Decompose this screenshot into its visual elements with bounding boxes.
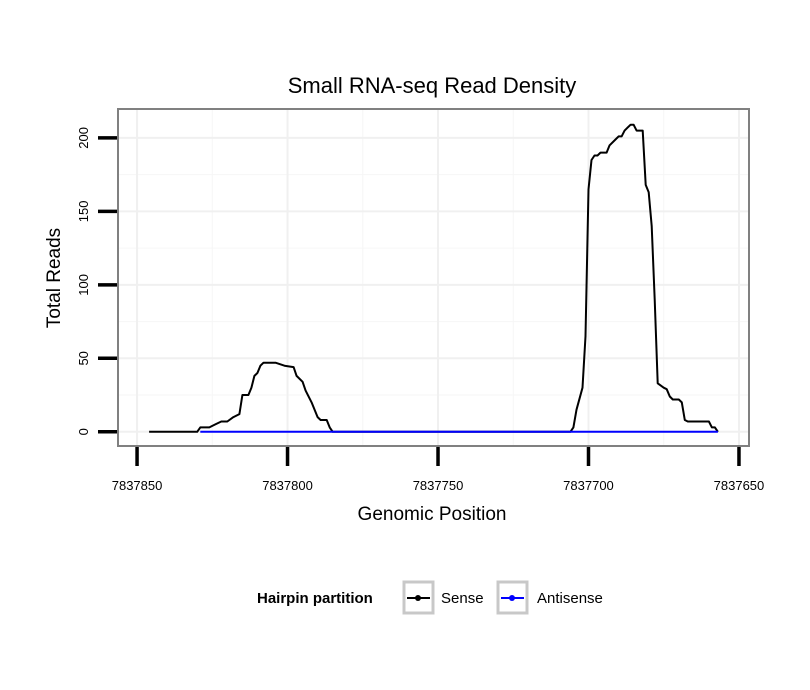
series-line-sense (149, 123, 719, 433)
legend-label-antisense: Antisense (537, 590, 603, 607)
x-tick-label: 7837800 (262, 478, 313, 493)
chart-title: Small RNA-seq Read Density (288, 73, 577, 98)
legend-key-antisense-point (509, 595, 515, 601)
x-axis-label: Genomic Position (358, 504, 507, 525)
series-layer (149, 123, 719, 433)
y-tick-label: 100 (76, 274, 91, 296)
legend-title: Hairpin partition (257, 590, 373, 607)
y-tick-label: 150 (76, 201, 91, 223)
legend-key-sense-point (415, 595, 421, 601)
x-tick-label: 7837650 (714, 478, 765, 493)
y-tick-label: 200 (76, 127, 91, 149)
x-tick-label: 7837700 (563, 478, 614, 493)
y-tick-label: 0 (76, 428, 91, 435)
y-tick-label: 50 (76, 351, 91, 365)
legend: Hairpin partition Sense Antisense (257, 580, 603, 615)
legend-label-sense: Sense (441, 590, 484, 607)
y-axis: 0 50 100 150 200 (76, 127, 117, 435)
x-axis: 7837850 7837800 7837750 7837700 7837650 (112, 447, 765, 493)
y-axis-label: Total Reads (44, 228, 65, 328)
x-tick-label: 7837750 (413, 478, 464, 493)
x-tick-label: 7837850 (112, 478, 163, 493)
plot-panel-border (117, 108, 750, 447)
